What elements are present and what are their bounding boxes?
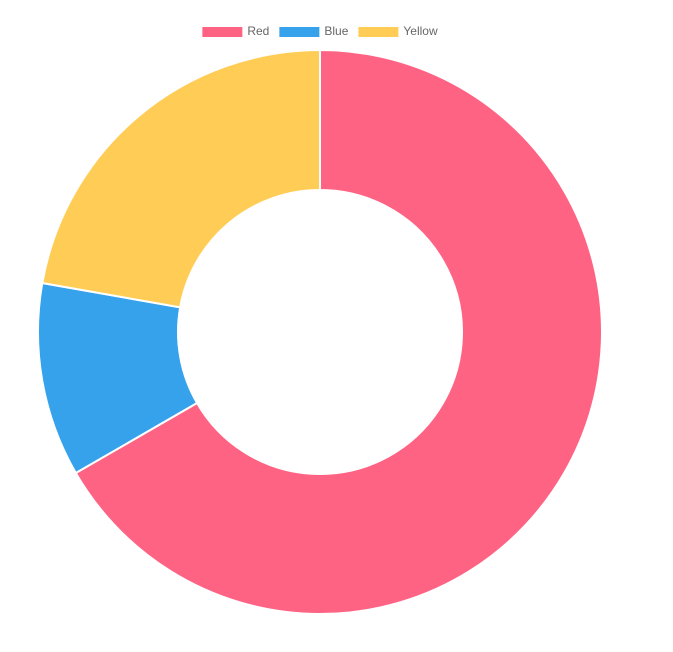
- legend-label[interactable]: Blue: [324, 24, 348, 38]
- legend-swatch[interactable]: [202, 27, 243, 37]
- legend-swatch[interactable]: [358, 27, 399, 37]
- slice: [41, 48, 321, 309]
- legend-label[interactable]: Red: [247, 24, 269, 38]
- slice: [37, 281, 199, 475]
- legend-label[interactable]: Yellow: [403, 24, 438, 38]
- slice: [74, 48, 603, 615]
- legend-swatch[interactable]: [279, 27, 320, 37]
